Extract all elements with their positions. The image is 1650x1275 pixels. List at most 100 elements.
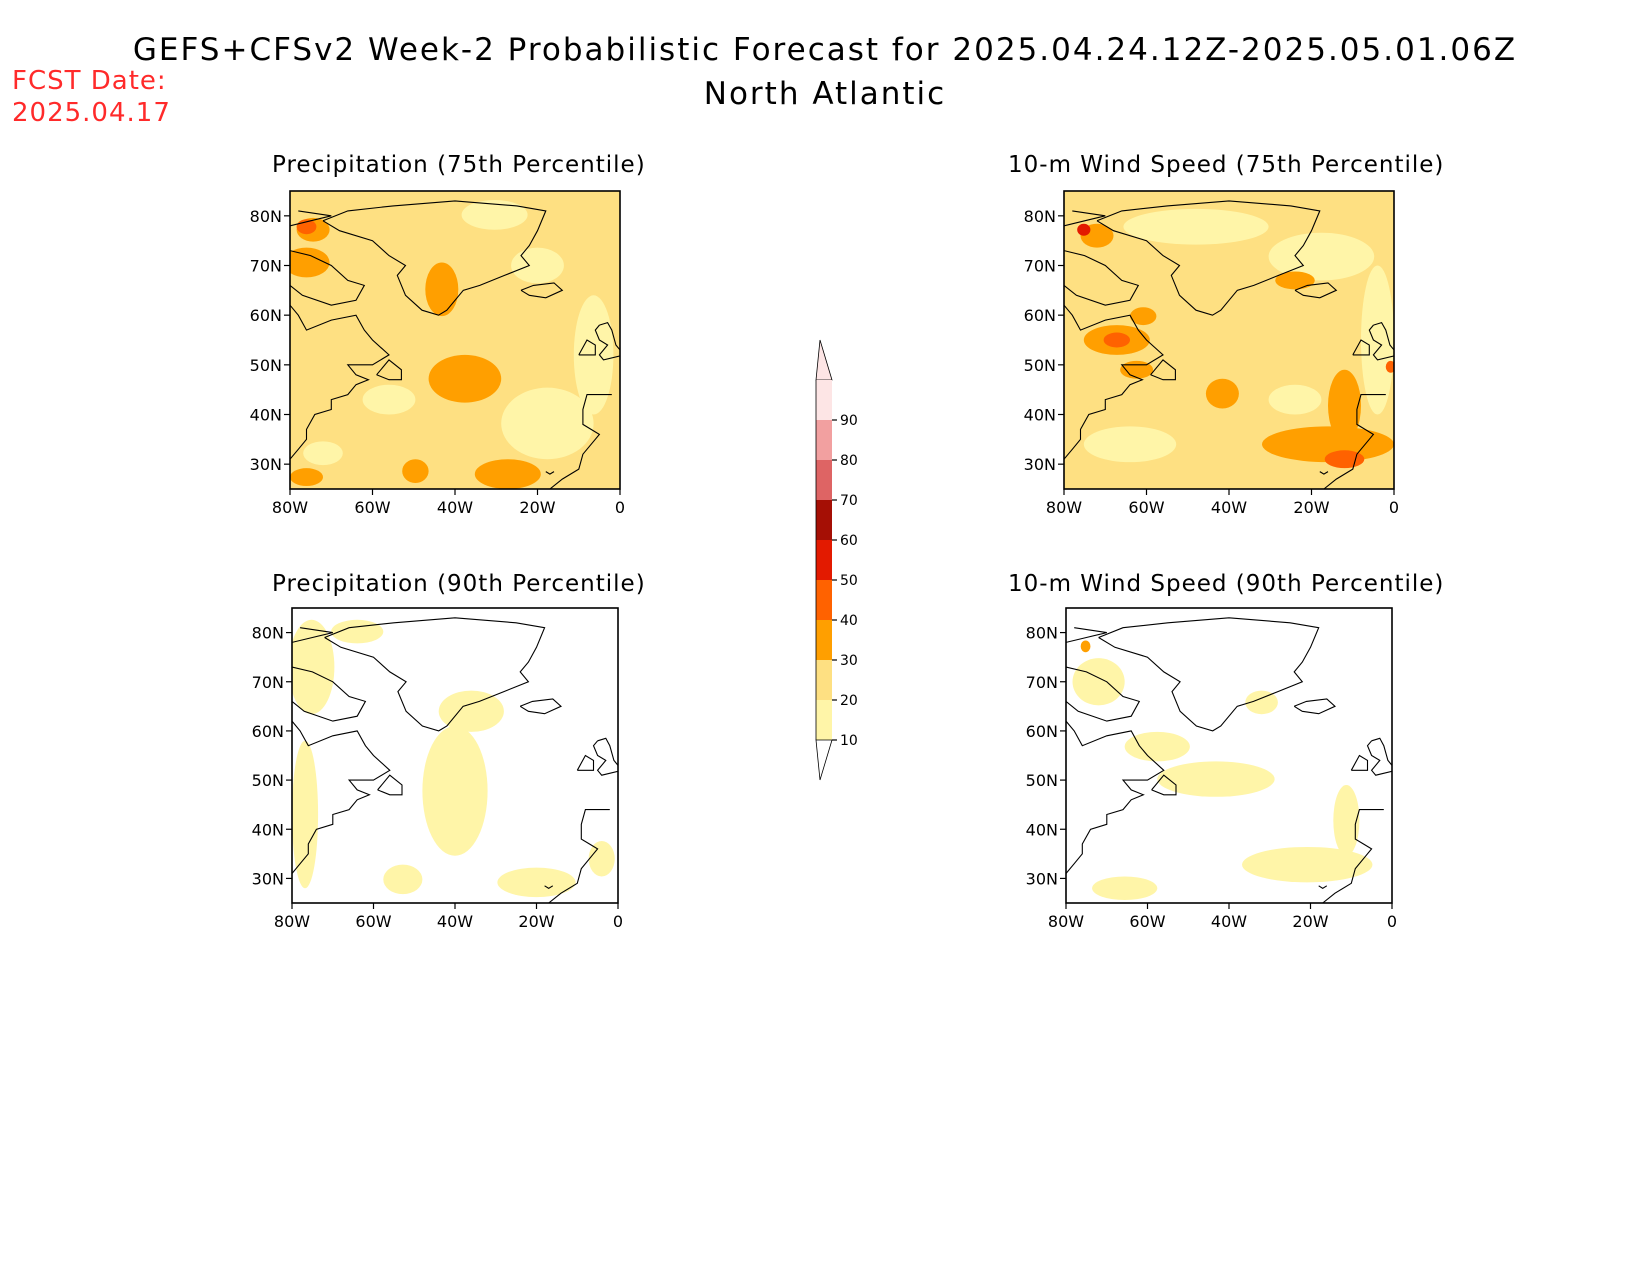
lat-tick-label: 80N bbox=[1026, 624, 1058, 643]
field-contour bbox=[1077, 223, 1091, 236]
lat-tick-label: 60N bbox=[250, 306, 282, 325]
field-contour bbox=[1080, 640, 1091, 653]
coastline bbox=[290, 304, 390, 462]
coastline bbox=[594, 321, 620, 361]
coastline bbox=[292, 627, 333, 643]
field-contour bbox=[303, 441, 343, 466]
lat-tick-label: 80N bbox=[1024, 207, 1056, 226]
coastline bbox=[576, 754, 595, 771]
coastline bbox=[292, 666, 367, 722]
lon-tick-label: 40W bbox=[1211, 498, 1247, 517]
field-contour bbox=[362, 384, 416, 415]
coastlines bbox=[1066, 617, 1392, 903]
field-contour bbox=[588, 841, 615, 877]
lat-tick-label: 60N bbox=[252, 722, 284, 741]
field-contour bbox=[1205, 378, 1239, 409]
lon-tick-label: 80W bbox=[272, 498, 308, 517]
coastline bbox=[1323, 394, 1386, 489]
coastline bbox=[1368, 321, 1394, 361]
coastline bbox=[519, 698, 562, 715]
field-contour bbox=[292, 740, 319, 889]
lon-tick-label: 60W bbox=[354, 498, 390, 517]
coastline bbox=[1064, 250, 1140, 306]
field-contour bbox=[425, 262, 459, 317]
map-panel-p90: 80N 70N 60N 50N 40N 30N 80W 60W 40W 20W 0 bbox=[252, 607, 623, 931]
region-subtitle: North Atlantic bbox=[703, 76, 947, 112]
field-contour bbox=[383, 864, 423, 895]
field-contour bbox=[1072, 658, 1125, 706]
field-contour bbox=[1092, 876, 1158, 901]
fcst-date-label: FCST Date: bbox=[12, 66, 167, 96]
lat-tick-label: 40N bbox=[1024, 406, 1056, 425]
coastline bbox=[1294, 282, 1338, 299]
colorbar-label: 80 bbox=[840, 453, 858, 469]
coastline bbox=[377, 774, 403, 796]
lat-tick-label: 40N bbox=[250, 406, 282, 425]
field-contour bbox=[1275, 271, 1315, 290]
coastline bbox=[1350, 754, 1369, 771]
lat-tick-label: 50N bbox=[1024, 356, 1056, 375]
coastline bbox=[544, 885, 554, 889]
lat-tick-label: 70N bbox=[250, 257, 282, 276]
map-panel-p75: 80N 70N 60N 50N 40N 30N 80W 60W 40W 20W 0 bbox=[250, 190, 625, 517]
colorbar-swatch bbox=[816, 620, 832, 660]
probability-field bbox=[290, 191, 620, 489]
lon-tick-label: 20W bbox=[1292, 912, 1328, 931]
lat-tick-label: 50N bbox=[252, 771, 284, 790]
field-contour bbox=[1385, 360, 1394, 373]
field-contour bbox=[474, 459, 541, 489]
lat-tick-label: 30N bbox=[252, 869, 284, 888]
panel-title-wind-90: 10-m Wind Speed (90th Percentile) bbox=[1008, 571, 1445, 597]
coastline bbox=[1064, 210, 1106, 227]
lat-tick-label: 70N bbox=[252, 673, 284, 692]
colorbar-swatch bbox=[816, 580, 832, 620]
coastline bbox=[324, 617, 546, 732]
lat-tick-label: 40N bbox=[252, 820, 284, 839]
field-contour bbox=[1083, 426, 1177, 463]
probability-field bbox=[292, 608, 618, 903]
lat-tick-label: 30N bbox=[1026, 869, 1058, 888]
lon-tick-label: 40W bbox=[437, 912, 473, 931]
coastline bbox=[1319, 471, 1329, 475]
lat-tick-label: 80N bbox=[252, 624, 284, 643]
coastline bbox=[376, 359, 402, 381]
lon-tick-label: 60W bbox=[1128, 498, 1164, 517]
probability-field bbox=[1064, 191, 1394, 489]
lon-tick-label: 40W bbox=[1211, 912, 1247, 931]
field-contour bbox=[1123, 208, 1269, 245]
field-contour bbox=[1262, 426, 1394, 463]
probability-field bbox=[1066, 608, 1392, 903]
colorbar-label: 60 bbox=[840, 533, 858, 549]
lon-tick-label: 60W bbox=[355, 912, 391, 931]
lon-tick-label: 60W bbox=[1129, 912, 1165, 931]
colorbar-label: 40 bbox=[840, 613, 858, 629]
field-contour bbox=[1361, 265, 1394, 415]
coastline bbox=[1066, 627, 1107, 643]
colorbar-label: 30 bbox=[840, 653, 858, 669]
field-contour bbox=[290, 468, 323, 487]
lat-tick-label: 30N bbox=[250, 455, 282, 474]
coastline bbox=[545, 471, 555, 475]
lat-tick-label: 60N bbox=[1024, 306, 1056, 325]
colorbar-swatch bbox=[816, 540, 832, 580]
field-contour bbox=[1103, 332, 1131, 348]
field-contour bbox=[428, 354, 502, 403]
lon-tick-label: 20W bbox=[518, 912, 554, 931]
colorbar: 90 80 70 60 50 40 30 20 10 bbox=[815, 339, 858, 781]
coastline bbox=[1322, 809, 1384, 903]
coastline bbox=[290, 210, 332, 227]
lon-tick-label: 20W bbox=[519, 498, 555, 517]
lat-tick-label: 70N bbox=[1026, 673, 1058, 692]
field-contour bbox=[1124, 731, 1190, 762]
lon-tick-label: 0 bbox=[1387, 912, 1397, 931]
lon-tick-label: 20W bbox=[1293, 498, 1329, 517]
field-contour bbox=[461, 199, 528, 230]
coastlines bbox=[1064, 200, 1394, 489]
field-contour bbox=[1268, 384, 1322, 415]
lat-tick-label: 60N bbox=[1026, 722, 1058, 741]
colorbar-label: 20 bbox=[840, 693, 858, 709]
colorbar-swatch bbox=[816, 500, 832, 540]
field-contour bbox=[1157, 761, 1275, 797]
lat-tick-label: 70N bbox=[1024, 257, 1056, 276]
panel-title-wind-75: 10-m Wind Speed (75th Percentile) bbox=[1008, 152, 1445, 178]
